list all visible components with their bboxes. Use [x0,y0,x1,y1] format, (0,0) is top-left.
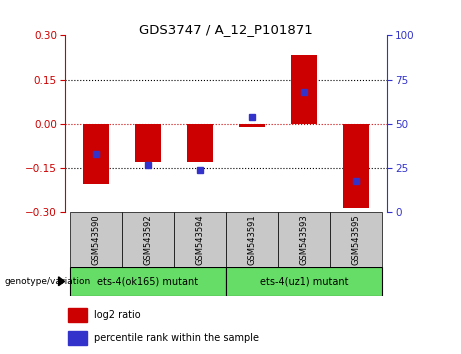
Bar [174,212,226,267]
Text: GSM543593: GSM543593 [300,215,308,265]
Bar [83,124,109,184]
Text: GSM543591: GSM543591 [248,215,256,265]
Text: GSM543594: GSM543594 [195,215,204,265]
Bar [68,308,87,322]
Text: log2 ratio: log2 ratio [94,310,141,320]
Bar [278,212,330,267]
Text: GSM543590: GSM543590 [91,215,100,265]
Bar [291,55,317,124]
Bar [330,212,382,267]
Text: GSM543595: GSM543595 [351,215,361,265]
Bar [68,331,87,344]
Polygon shape [59,277,65,286]
Text: ets-4(uz1) mutant: ets-4(uz1) mutant [260,276,348,286]
Text: GDS3747 / A_12_P101871: GDS3747 / A_12_P101871 [139,23,313,36]
Bar [187,124,213,162]
Bar [226,212,278,267]
Bar [135,124,161,162]
Bar [343,124,369,208]
Text: GSM543592: GSM543592 [143,215,152,265]
Bar [70,212,122,267]
Bar [122,212,174,267]
Bar [70,267,226,296]
Bar [239,124,265,127]
Text: genotype/variation: genotype/variation [5,277,91,286]
Text: percentile rank within the sample: percentile rank within the sample [94,332,259,343]
Text: ets-4(ok165) mutant: ets-4(ok165) mutant [97,276,198,286]
Bar [226,267,382,296]
